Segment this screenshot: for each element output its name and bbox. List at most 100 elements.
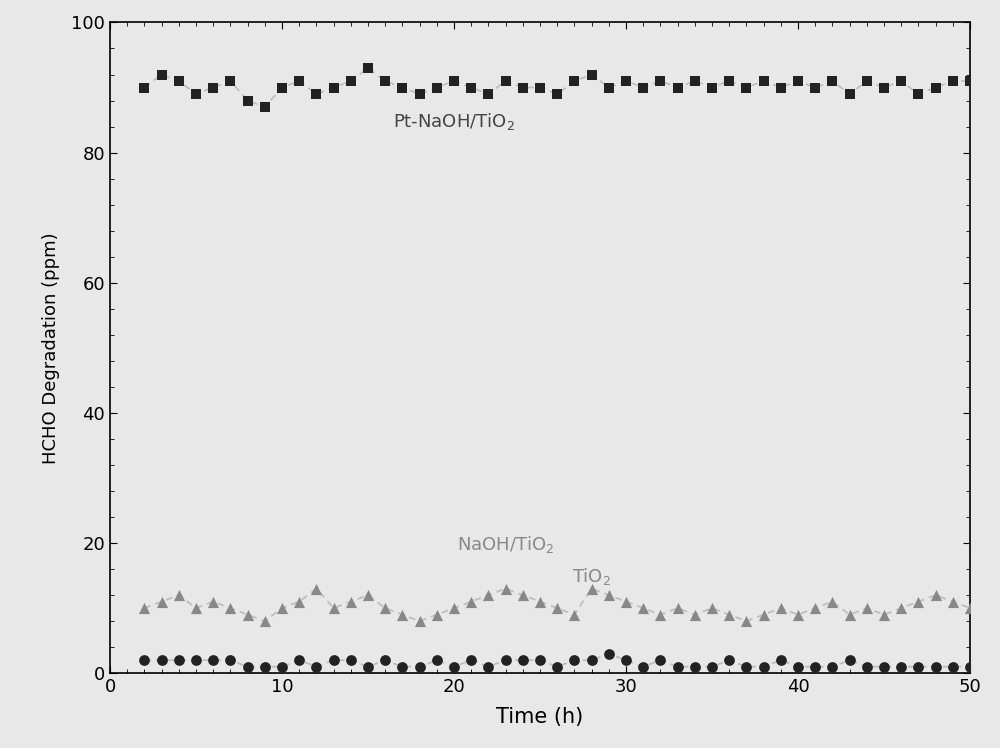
Point [584,69,600,81]
Point [652,75,668,87]
Point [962,75,978,87]
Point [222,602,238,614]
Point [205,595,221,607]
Point [240,609,256,621]
Point [532,82,548,94]
Point [205,654,221,666]
Point [738,82,754,94]
Point [463,654,479,666]
Point [893,602,909,614]
Point [893,660,909,672]
Point [360,589,376,601]
Point [308,88,324,100]
Point [635,602,651,614]
Point [532,654,548,666]
Point [291,75,307,87]
Y-axis label: HCHO Degradation (ppm): HCHO Degradation (ppm) [42,232,60,464]
Point [188,602,204,614]
Point [154,595,170,607]
Point [721,654,737,666]
Point [687,660,703,672]
Point [738,660,754,672]
Point [566,75,582,87]
Point [601,648,617,660]
Point [154,654,170,666]
Point [205,82,221,94]
Point [394,82,410,94]
Point [859,75,875,87]
Point [635,82,651,94]
Point [618,75,634,87]
Point [566,654,582,666]
Point [790,75,806,87]
Point [773,602,789,614]
Point [738,615,754,627]
Point [549,88,565,100]
Point [704,660,720,672]
Point [412,88,428,100]
Point [910,660,926,672]
Point [412,660,428,672]
Point [928,660,944,672]
Point [549,660,565,672]
Point [171,75,187,87]
Point [859,602,875,614]
Point [807,82,823,94]
Point [498,654,514,666]
X-axis label: Time (h): Time (h) [496,707,584,727]
Point [394,660,410,672]
Point [824,75,840,87]
Point [721,609,737,621]
Point [756,609,772,621]
Point [136,602,152,614]
Point [326,602,342,614]
Point [910,595,926,607]
Point [480,88,496,100]
Point [584,654,600,666]
Point [876,660,892,672]
Point [928,589,944,601]
Point [807,602,823,614]
Point [790,660,806,672]
Point [842,88,858,100]
Point [962,660,978,672]
Point [618,595,634,607]
Point [274,82,290,94]
Point [257,101,273,113]
Point [945,75,961,87]
Point [824,660,840,672]
Point [652,654,668,666]
Point [360,660,376,672]
Point [773,82,789,94]
Point [498,583,514,595]
Point [584,583,600,595]
Point [136,654,152,666]
Point [704,82,720,94]
Point [274,602,290,614]
Point [515,654,531,666]
Point [429,609,445,621]
Point [412,615,428,627]
Point [291,654,307,666]
Point [721,75,737,87]
Point [790,609,806,621]
Point [222,654,238,666]
Point [257,615,273,627]
Point [446,75,462,87]
Point [807,660,823,672]
Point [842,654,858,666]
Point [377,75,393,87]
Point [308,660,324,672]
Point [635,660,651,672]
Point [308,583,324,595]
Point [326,82,342,94]
Point [532,595,548,607]
Point [549,602,565,614]
Point [480,660,496,672]
Point [343,654,359,666]
Point [601,82,617,94]
Point [480,589,496,601]
Point [240,94,256,106]
Point [824,595,840,607]
Point [446,660,462,672]
